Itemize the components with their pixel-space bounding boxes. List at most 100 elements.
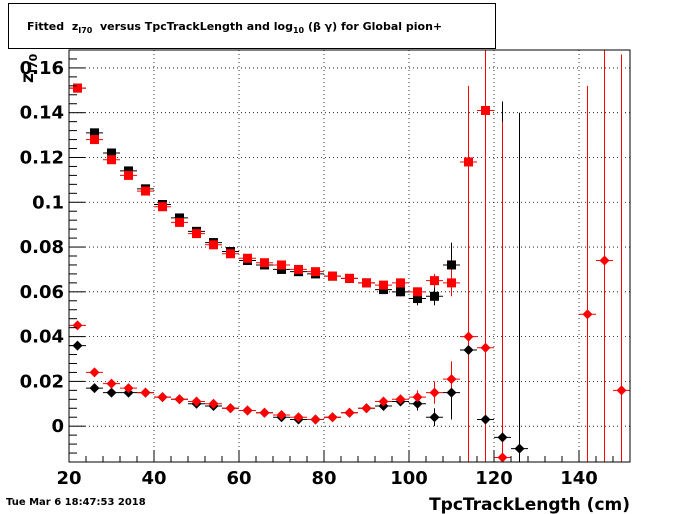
y-tick-label: 0.08 [20,237,64,258]
square-marker [447,260,456,270]
y-tick-labels: 0 0.02 0.04 0.06 0.08 0.1 0.12 0.14 0.16 [20,58,64,437]
y-tick-label: 0.02 [20,371,64,392]
title-z: z [71,20,79,33]
diamond-marker [446,374,457,385]
y-tick-label: 0 [51,416,64,437]
plot-title: Fitted zI70 versus TpcTrackLength and lo… [27,20,442,35]
diamond-marker [191,396,202,407]
square-marker [260,258,269,268]
diamond-marker [208,398,219,409]
square-marker [158,202,167,212]
square-marker [209,240,218,250]
square-marker [277,260,286,270]
square-marker [107,148,116,158]
square-marker [192,229,201,239]
x-tick-label: 40 [141,468,166,489]
x-tick-label: 140 [560,468,598,489]
title-log-sub: 10 [292,26,305,36]
diamond-marker [106,387,117,398]
square-marker [396,278,405,288]
x-tick-label: 80 [311,468,336,489]
diamond-marker [344,407,355,418]
diamond-marker [310,414,321,425]
square-marker [124,170,133,180]
square-marker [413,287,422,297]
x-tick-label: 100 [390,468,428,489]
square-marker [396,287,405,297]
square-marker [430,291,439,301]
diamond-marker [72,320,83,331]
diamond-marker [599,255,610,266]
y-tick-label: 0.16 [20,58,64,79]
diamond-marker [429,387,440,398]
data-markers [72,83,627,463]
square-marker [379,280,388,290]
y-tick-label: 0.12 [20,147,64,168]
diamond-marker [259,407,270,418]
diamond-marker [429,412,440,423]
diamond-marker [89,383,100,394]
diamond-marker [480,342,491,353]
error-bars [69,50,630,462]
diamond-marker [395,394,406,405]
diamond-marker [123,383,134,394]
diamond-marker [497,432,508,443]
title-box: Fitted zI70 versus TpcTrackLength and lo… [8,3,496,49]
diamond-marker [497,452,508,463]
diamond-marker [463,345,474,356]
square-marker [362,278,371,288]
diamond-marker [72,340,83,351]
square-marker [90,128,99,138]
y-axis-title-sub: I70 [27,53,40,73]
square-marker [464,157,473,167]
x-tick-labels: 20 40 60 80 100 120 140 [56,468,597,489]
title-mid: versus TpcTrackLength and log [100,20,293,33]
y-axis-title-z: z [18,73,38,83]
y-tick-label: 0.04 [20,327,64,348]
diamond-marker [293,412,304,423]
x-axis-title: TpcTrackLength (cm) [429,495,630,514]
diamond-marker [242,405,253,416]
diamond-marker [157,392,168,403]
diamond-marker [446,387,457,398]
y-tick-label: 0.14 [20,103,64,124]
square-marker [311,267,320,277]
y-tick-label: 0.06 [20,282,64,303]
diamond-marker [412,392,423,403]
y-axis-title: zI70 [18,53,40,83]
diamond-marker [378,396,389,407]
diamond-marker [514,443,525,454]
square-marker [175,217,184,227]
diamond-marker [140,387,151,398]
diamond-marker [463,331,474,342]
title-z-sub: I70 [78,26,93,36]
title-fitted: Fitted [27,20,65,33]
diamond-marker [327,412,338,423]
grid-lines [69,50,630,462]
square-marker [73,83,82,93]
square-marker [294,264,303,274]
plot-frame [68,49,631,463]
diamond-marker [106,378,117,389]
square-marker [107,155,116,165]
y-tick-label: 0.1 [32,192,64,213]
diamond-marker [412,398,423,409]
square-marker [345,273,354,283]
square-marker [430,276,439,286]
x-tick-label: 60 [226,468,251,489]
diamond-marker [89,367,100,378]
square-marker [447,278,456,288]
square-marker [141,186,150,196]
square-marker [481,105,490,115]
axis-ticks [68,58,631,462]
diamond-marker [276,409,287,420]
title-tail: (β γ) for Global pion+ [307,20,443,33]
diamond-marker [361,403,372,414]
square-marker [328,271,337,281]
square-marker [413,294,422,304]
x-tick-label: 20 [56,468,81,489]
diamond-marker [225,403,236,414]
x-tick-label: 120 [475,468,513,489]
timestamp: Tue Mar 6 18:47:53 2018 [6,497,146,508]
